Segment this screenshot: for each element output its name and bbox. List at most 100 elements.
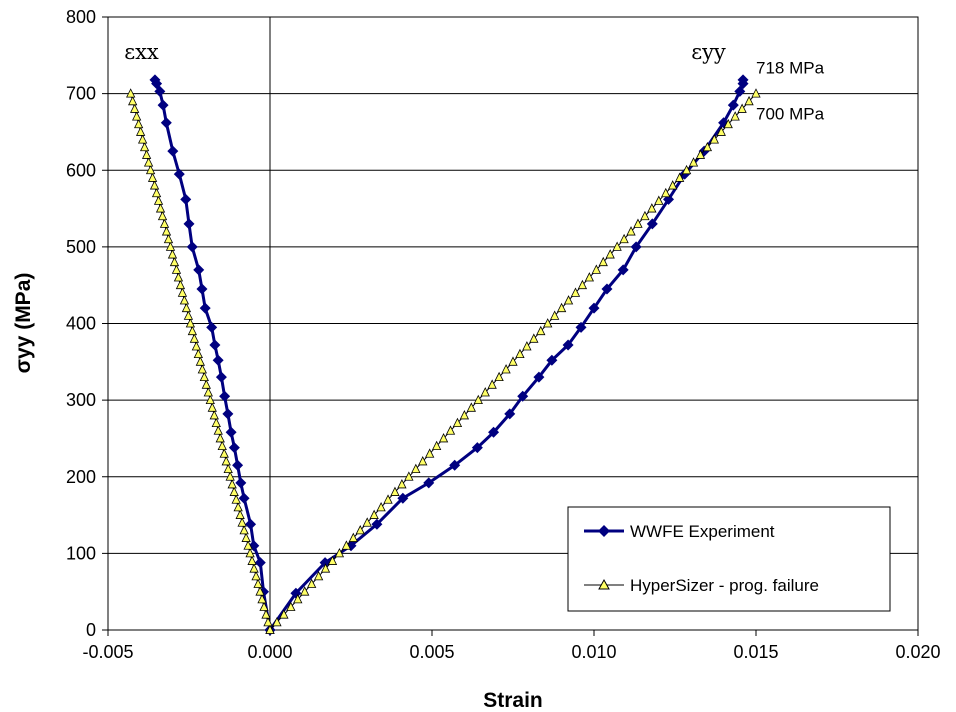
- data-point: [175, 279, 186, 290]
- data-point: [723, 118, 733, 129]
- data-point: [225, 471, 235, 481]
- data-point: [411, 463, 421, 473]
- data-point: [227, 479, 237, 489]
- data-point: [369, 509, 379, 519]
- y-tick-label: 500: [66, 237, 96, 257]
- data-point: [229, 486, 239, 496]
- data-point: [404, 471, 414, 481]
- data-point: [515, 348, 525, 359]
- data-point: [459, 410, 470, 420]
- data-point: [449, 459, 461, 471]
- data-point: [279, 609, 289, 619]
- data-point: [334, 547, 345, 558]
- data-point: [418, 456, 428, 466]
- data-point: [517, 390, 529, 402]
- data-point: [239, 524, 249, 535]
- data-point: [219, 390, 231, 402]
- data-point: [501, 364, 511, 374]
- data-point: [209, 339, 221, 351]
- data-point: [300, 586, 310, 596]
- data-point: [217, 440, 227, 451]
- data-point: [423, 477, 435, 489]
- data-point: [661, 187, 671, 198]
- data-point: [425, 448, 435, 458]
- series-1-branch: [126, 88, 275, 634]
- data-point: [151, 187, 162, 198]
- data-point: [237, 517, 247, 527]
- data-point: [536, 325, 546, 336]
- data-point: [376, 502, 386, 512]
- data-point: [167, 145, 179, 157]
- data-point: [390, 486, 400, 496]
- data-point: [132, 111, 142, 121]
- data-point: [183, 218, 195, 230]
- data-point: [137, 134, 148, 144]
- y-tick-label: 700: [66, 84, 96, 104]
- annotation: εyy: [691, 40, 726, 64]
- data-point: [186, 241, 198, 253]
- data-point: [563, 295, 574, 305]
- data-point: [529, 333, 539, 343]
- data-point: [737, 74, 749, 86]
- data-point: [199, 371, 209, 382]
- data-point: [189, 333, 200, 343]
- data-point: [235, 509, 245, 519]
- data-point: [617, 264, 629, 276]
- legend-label-hypersizer: HyperSizer - prog. failure: [630, 576, 819, 595]
- data-point: [193, 348, 203, 359]
- data-point: [605, 249, 615, 259]
- data-point: [584, 272, 595, 282]
- data-point: [238, 492, 250, 504]
- data-point: [737, 103, 747, 113]
- data-point: [139, 141, 150, 152]
- data-point: [235, 477, 247, 489]
- data-point: [727, 99, 739, 111]
- data-point: [327, 555, 338, 565]
- data-point: [383, 494, 393, 504]
- data-point: [253, 578, 263, 588]
- data-point: [438, 433, 449, 443]
- data-point: [199, 302, 211, 314]
- data-point: [193, 264, 205, 276]
- data-point: [223, 463, 233, 473]
- data-point: [591, 264, 601, 274]
- data-point: [397, 479, 407, 489]
- x-axis-title: Strain: [483, 689, 543, 712]
- data-point: [480, 387, 490, 397]
- data-point: [259, 601, 269, 611]
- data-point: [702, 141, 713, 152]
- data-point: [249, 563, 259, 573]
- data-point: [255, 586, 265, 596]
- data-point: [533, 371, 545, 383]
- y-axis-title: σyy (MPa): [12, 273, 35, 374]
- data-point: [612, 241, 622, 251]
- data-point: [185, 318, 196, 328]
- data-point: [619, 233, 629, 244]
- data-point: [205, 394, 215, 405]
- y-tick-label: 200: [66, 467, 96, 487]
- x-tick-label: -0.005: [82, 642, 133, 662]
- data-point: [598, 256, 608, 267]
- x-tick-label: 0.005: [409, 642, 454, 662]
- data-point: [633, 218, 643, 228]
- x-tick-label: 0.015: [733, 642, 778, 662]
- data-point: [371, 518, 383, 530]
- y-tick-label: 0: [86, 620, 96, 640]
- data-point: [245, 518, 257, 530]
- data-point: [161, 226, 172, 236]
- data-point: [556, 302, 567, 313]
- data-point: [180, 193, 192, 205]
- data-point: [247, 555, 257, 565]
- x-tick-labels: -0.005 0.000 0.005 0.010 0.015 0.020: [82, 630, 941, 662]
- data-point: [233, 502, 243, 512]
- data-point: [143, 157, 154, 167]
- data-point: [141, 149, 152, 159]
- data-point: [626, 226, 636, 236]
- data-point: [630, 241, 642, 253]
- data-point: [674, 172, 685, 182]
- data-point: [215, 371, 227, 383]
- data-point: [473, 394, 483, 405]
- data-point: [179, 295, 190, 305]
- data-point: [272, 616, 282, 627]
- data-point: [241, 532, 251, 542]
